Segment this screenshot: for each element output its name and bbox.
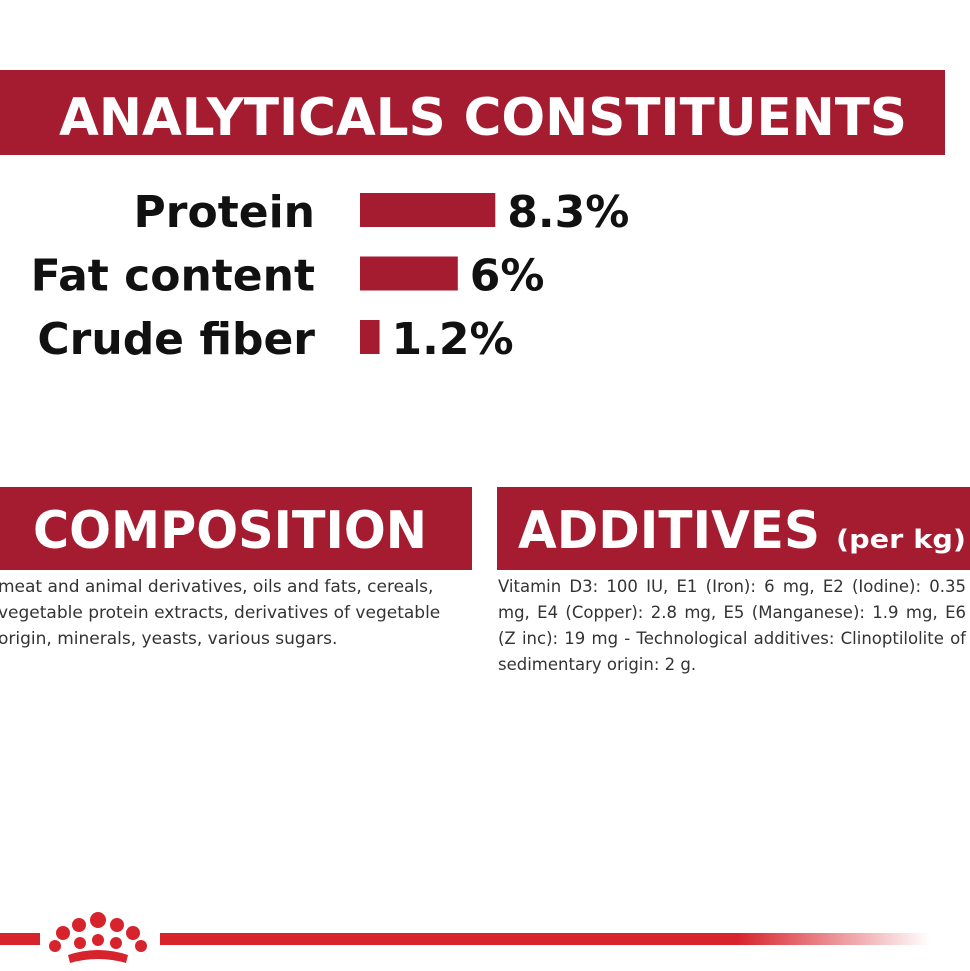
value-label: 6% (470, 251, 545, 302)
section-title: ANALYTICALS CONSTITUENTS (59, 88, 907, 148)
composition-banner (0, 487, 472, 570)
additives-text: Vitamin D3: 100 IU, E1 (Iron): 6 mg, E2 … (498, 577, 966, 674)
value-label: 1.2% (392, 314, 514, 365)
nutrient-label: Crude fiber (37, 314, 315, 365)
nutrient-label: Fat content (31, 251, 315, 302)
nutrient-label: Protein (134, 187, 315, 238)
composition-text: meat and animal derivatives, oils and fa… (0, 577, 441, 649)
footer-line (0, 933, 40, 945)
bar (360, 193, 496, 227)
additives-title: ADDITIVES (518, 501, 820, 561)
bar (360, 256, 458, 291)
additives-banner (497, 487, 970, 570)
crown-logo (49, 912, 147, 963)
additives-subtitle: (per kg) (836, 525, 966, 555)
value-label: 8.3% (507, 187, 629, 238)
bar (360, 320, 380, 354)
title-banner (0, 70, 945, 155)
composition-title: COMPOSITION (33, 501, 427, 561)
footer-line (160, 933, 930, 945)
